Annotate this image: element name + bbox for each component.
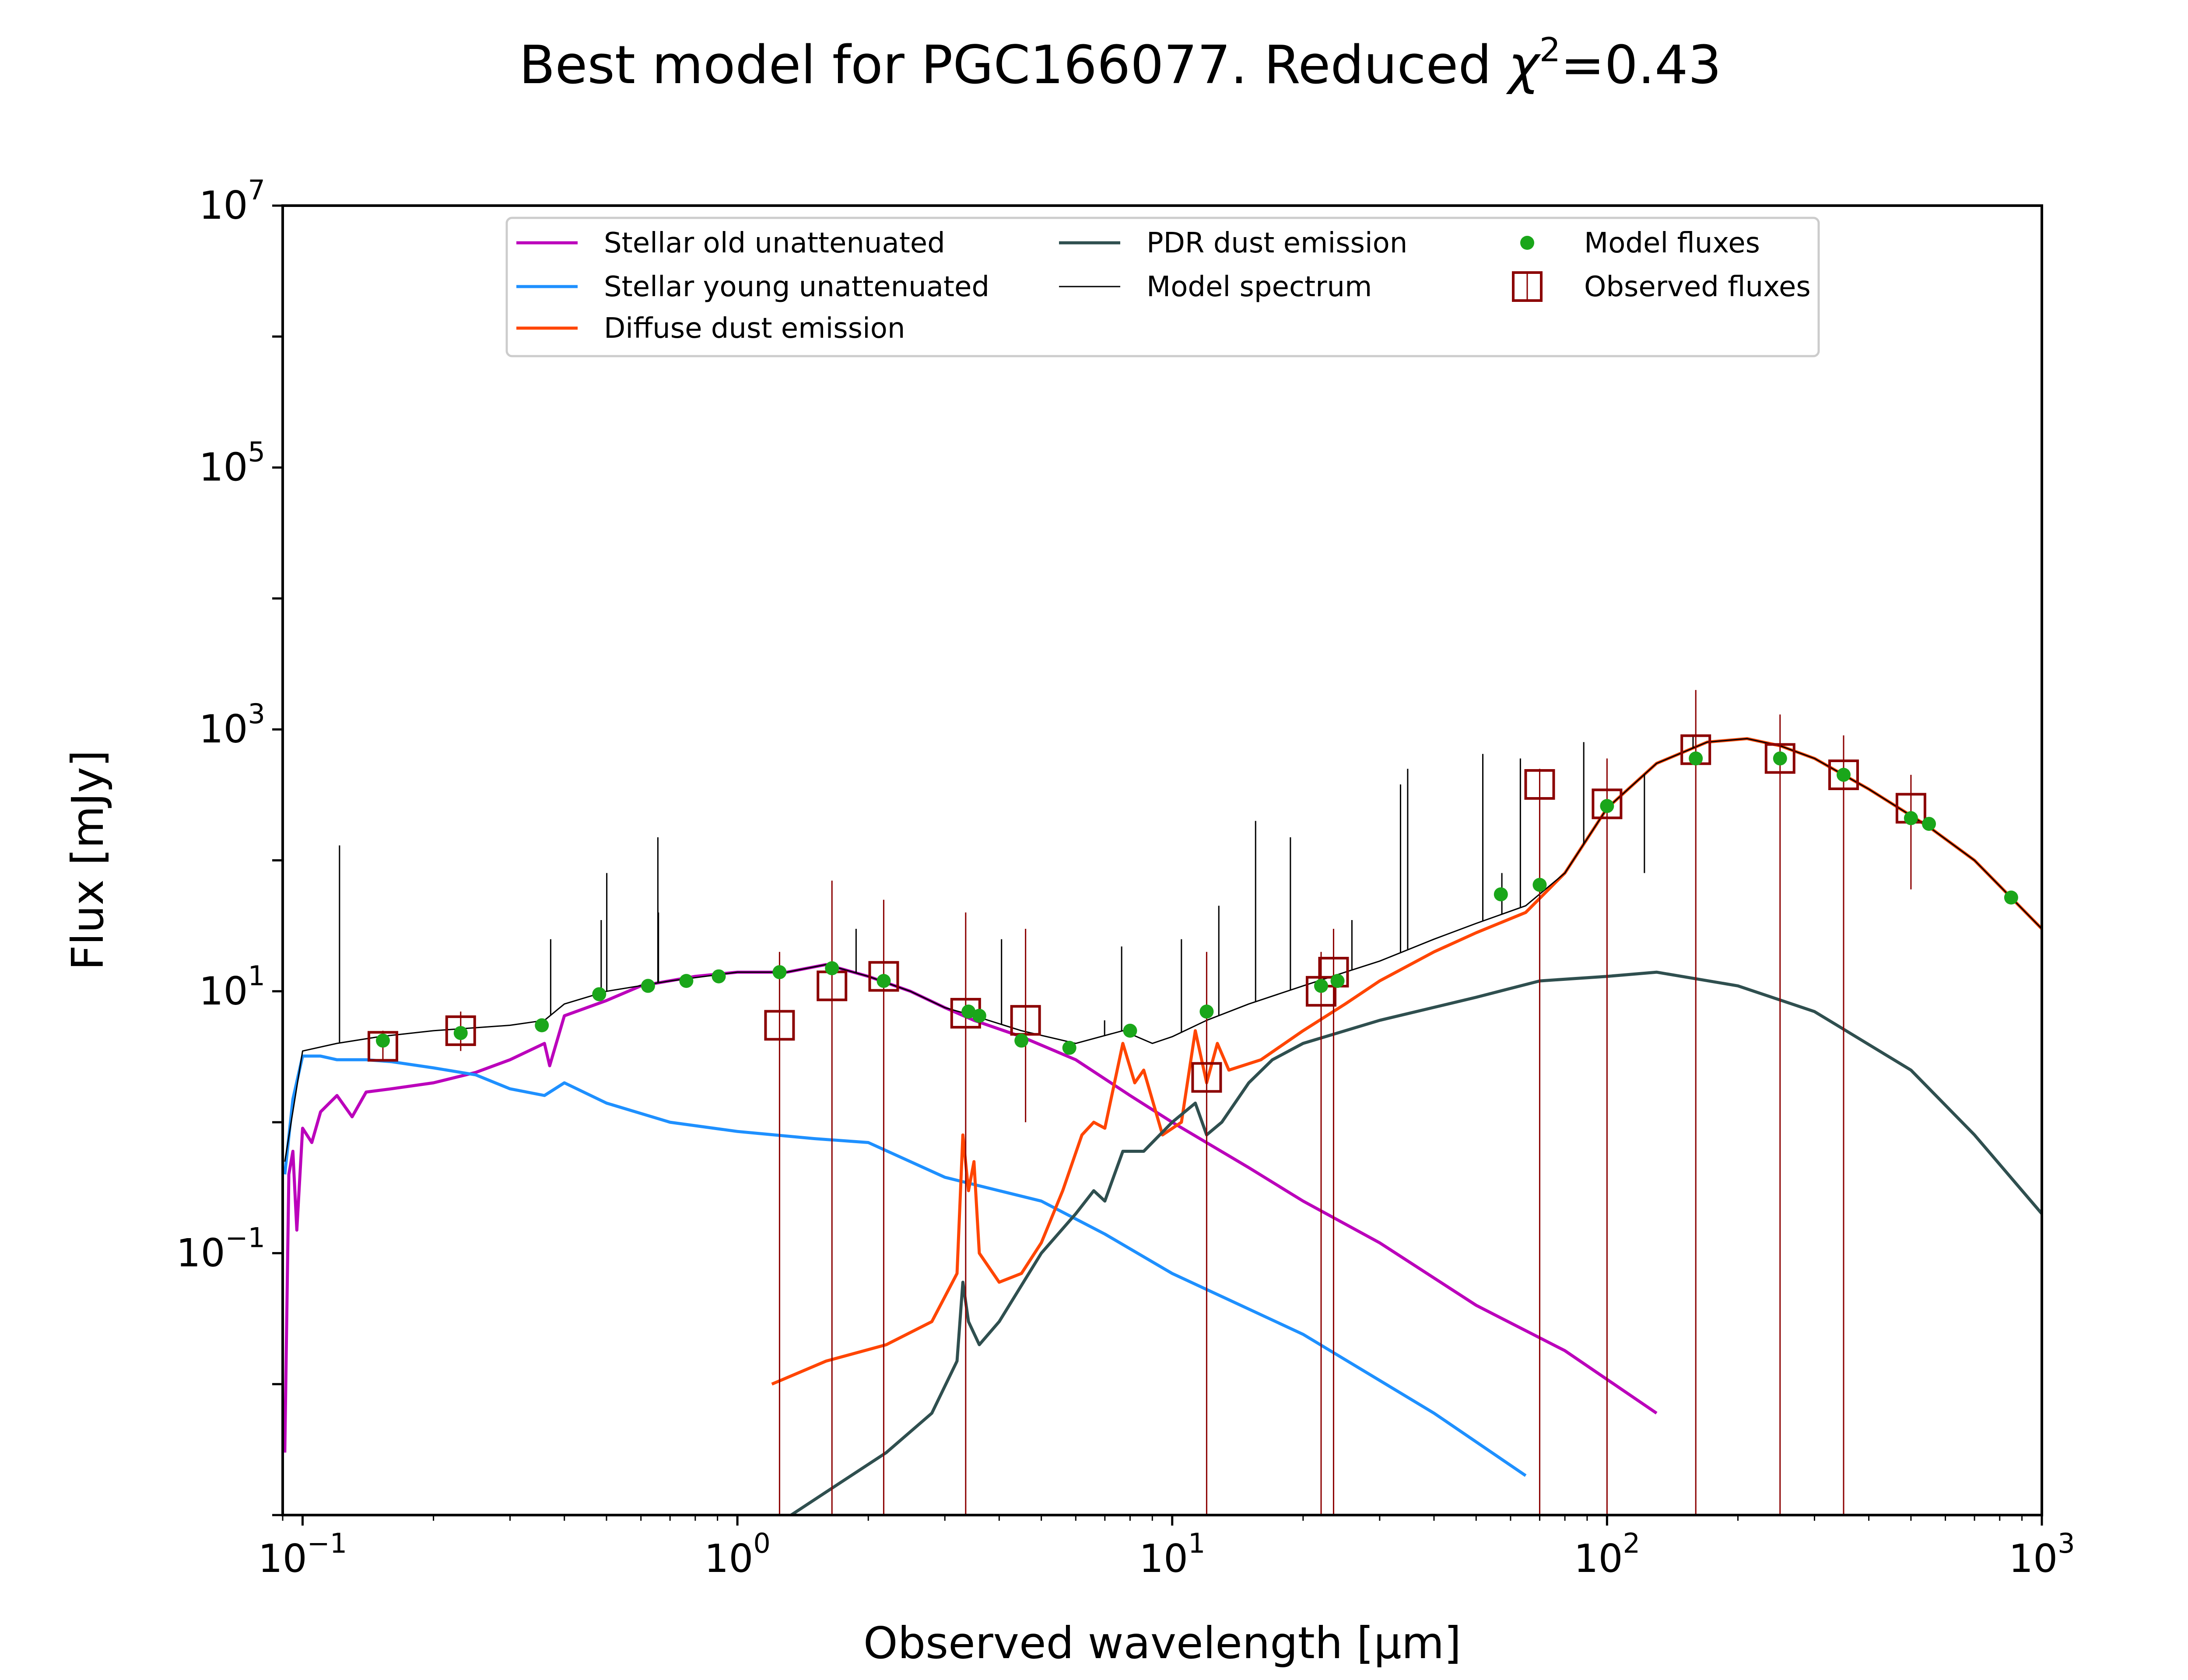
observed-flux-marker — [1305, 976, 1336, 1007]
model-flux-point — [592, 987, 607, 1001]
legend-label-observed-fluxes: Observed fluxes — [1584, 271, 1811, 303]
model-flux-point — [375, 1033, 390, 1048]
y-tick-exponent: −1 — [225, 1222, 265, 1253]
x-tick-label: 102 — [1574, 1527, 1640, 1581]
x-tick-exponent: 1 — [1188, 1527, 1205, 1559]
y-tick-label: 103 — [199, 698, 265, 752]
model-flux-point — [1330, 974, 1345, 988]
legend-label-diffuse-dust-emission: Diffuse dust emission — [604, 312, 905, 345]
plot-area — [283, 690, 2042, 1515]
x-tick-exponent: −1 — [307, 1527, 347, 1559]
legend-label-stellar-young-unattenuated: Stellar young unattenuated — [604, 271, 989, 303]
series-line-model-spectrum — [284, 738, 2042, 1162]
observed-flux-marker — [1764, 743, 1795, 774]
y-tick-exponent: 3 — [248, 698, 265, 730]
legend: Stellar old unattenuated Stellar young un… — [505, 217, 1820, 357]
y-tick-base: 10 — [199, 183, 248, 228]
legend-swatch-model-fluxes — [1520, 236, 1534, 250]
model-flux-point — [1904, 811, 1918, 826]
y-tick-label: 105 — [199, 436, 265, 490]
legend-label-model-fluxes: Model fluxes — [1584, 227, 1760, 259]
y-axis-label: Flux [mJy] — [62, 750, 113, 970]
x-tick-exponent: 3 — [2058, 1527, 2075, 1559]
y-tick-base: 10 — [199, 445, 248, 490]
x-tick-label: 101 — [1139, 1527, 1205, 1581]
observed-flux-marker — [367, 1031, 398, 1062]
x-tick-exponent: 2 — [1623, 1527, 1640, 1559]
model-flux-point — [1600, 799, 1614, 813]
series-line-pdr-dust-emission — [788, 970, 2042, 1515]
x-axis-label: Observed wavelength [μm] — [863, 1617, 1461, 1669]
model-flux-point — [825, 961, 839, 976]
chart-title: Best model for PGC166077. Reduced χ2=0.4… — [519, 30, 1722, 96]
model-flux-point — [1062, 1041, 1076, 1055]
y-tick-base: 10 — [199, 969, 248, 1014]
observed-flux-marker — [868, 961, 899, 992]
x-tick-label: 100 — [704, 1527, 770, 1581]
y-tick-exponent: 1 — [248, 960, 265, 992]
x-tick-base: 10 — [704, 1536, 753, 1581]
model-flux-point — [453, 1026, 468, 1040]
model-flux-point — [1014, 1033, 1029, 1048]
title-prefix: Best model for PGC166077. Reduced — [519, 35, 1508, 96]
model-flux-point — [535, 1018, 549, 1032]
x-tick-base: 10 — [2009, 1536, 2058, 1581]
observed-flux-marker — [1592, 788, 1623, 819]
observed-flux-marker — [1191, 1062, 1222, 1093]
model-flux-point — [1314, 979, 1328, 993]
legend-entries: Stellar old unattenuated Stellar young un… — [516, 227, 1811, 345]
x-tick-label: 103 — [2009, 1527, 2075, 1581]
observed-flux-marker — [764, 1010, 795, 1041]
model-flux-point — [712, 969, 726, 984]
x-tick-base: 10 — [258, 1536, 307, 1581]
y-tick-base: 10 — [199, 707, 248, 752]
y-tick-label: 10−1 — [176, 1222, 265, 1275]
x-tick-exponent: 0 — [753, 1527, 770, 1559]
observed-flux-marker — [445, 1015, 476, 1046]
model-flux-point — [679, 974, 694, 988]
model-flux-point — [1199, 1004, 1214, 1019]
model-flux-point — [1532, 878, 1547, 892]
y-tick-label: 107 — [199, 174, 265, 228]
x-tick-base: 10 — [1139, 1536, 1188, 1581]
series-line-stellar-young-unattenuated — [283, 1054, 1527, 1477]
model-flux-point — [1773, 751, 1787, 766]
model-flux-point — [772, 965, 787, 980]
title-chi: χ — [1506, 35, 1541, 96]
observed-flux-marker — [1010, 1005, 1041, 1036]
model-flux-point — [2004, 890, 2018, 905]
legend-label-model-spectrum: Model spectrum — [1147, 271, 1372, 303]
model-flux-point — [972, 1008, 986, 1023]
x-tick-label: 10−1 — [258, 1527, 347, 1581]
y-tick-exponent: 7 — [248, 174, 265, 206]
legend-frame — [505, 217, 1820, 357]
model-flux-point — [1123, 1023, 1137, 1038]
legend-label-stellar-old-unattenuated: Stellar old unattenuated — [604, 227, 945, 259]
model-flux-point — [1689, 751, 1703, 766]
title-suffix: =0.43 — [1560, 35, 1722, 96]
model-flux-point — [1922, 817, 1936, 831]
model-flux-point — [1494, 887, 1508, 902]
y-tick-base: 10 — [176, 1230, 225, 1275]
model-flux-point — [641, 979, 655, 993]
model-flux-point — [961, 1004, 976, 1019]
observed-flux-marker — [1524, 769, 1555, 800]
legend-label-pdr-dust-emission: PDR dust emission — [1147, 227, 1407, 259]
x-tick-base: 10 — [1574, 1536, 1623, 1581]
observed-flux-marker — [1828, 759, 1859, 790]
model-flux-point — [877, 974, 891, 988]
y-tick-label: 101 — [199, 960, 265, 1014]
title-sup: 2 — [1539, 30, 1560, 69]
model-flux-point — [1836, 767, 1851, 782]
y-tick-exponent: 5 — [248, 436, 265, 468]
